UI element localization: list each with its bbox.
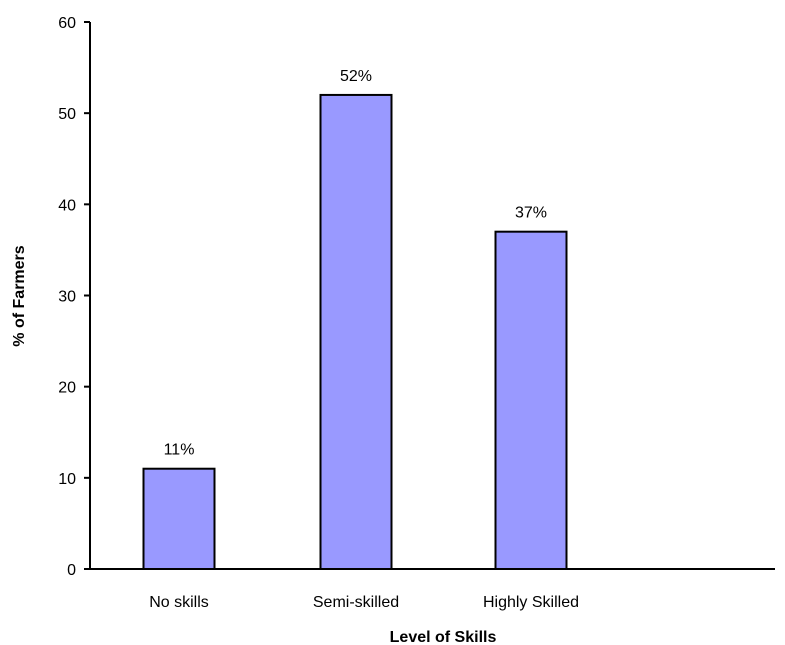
bar (494, 230, 568, 571)
y-tick-label: 50 (58, 106, 76, 123)
x-category-label: Semi-skilled (313, 594, 399, 611)
bar (319, 93, 393, 571)
bar (142, 467, 216, 571)
y-tick-label: 0 (67, 562, 76, 579)
bar-value-label: 37% (515, 205, 547, 222)
y-tick-label: 40 (58, 197, 76, 214)
y-tick-label: 60 (58, 15, 76, 32)
y-tick-label: 30 (58, 289, 76, 306)
x-category-label: No skills (149, 594, 209, 611)
y-tick-label: 20 (58, 380, 76, 397)
x-axis-title: Level of Skills (390, 629, 497, 645)
y-axis-title: % of Farmers (11, 245, 28, 346)
y-ticks-group: 0 10 20 30 40 50 60 (58, 15, 90, 579)
x-category-labels: No skills Semi-skilled Highly Skilled (149, 594, 579, 611)
x-category-label: Highly Skilled (483, 594, 579, 611)
data-labels-group: 11% 52% 37% (164, 68, 547, 459)
bar-value-label: 11% (164, 442, 195, 459)
bar-value-label: 52% (340, 68, 372, 85)
y-tick-label: 10 (58, 471, 76, 488)
bars-group (142, 93, 568, 571)
